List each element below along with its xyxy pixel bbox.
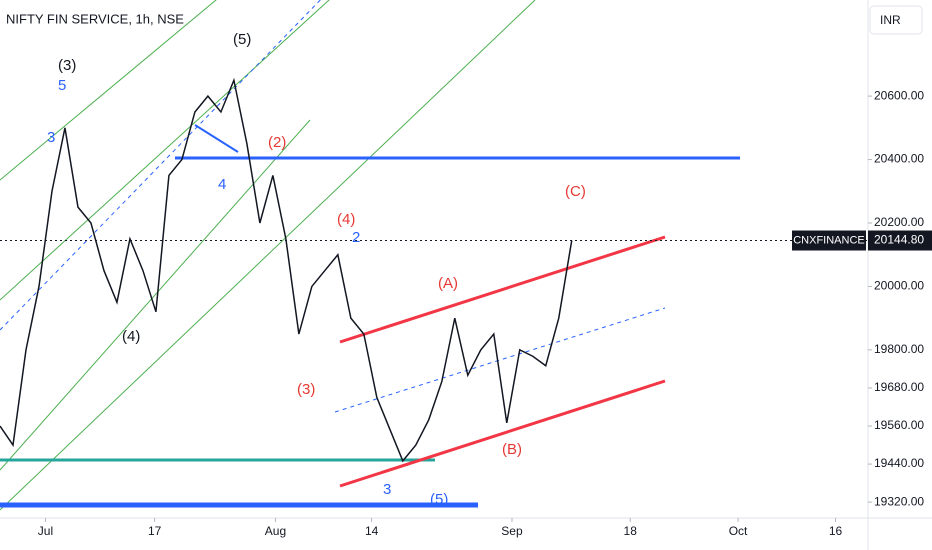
wave-label: 4 xyxy=(218,176,226,193)
y-tick-label: 20600.00 xyxy=(874,88,924,102)
symbol-label: CNXFINANCE xyxy=(793,234,865,246)
channel-line xyxy=(339,235,666,344)
trend-line xyxy=(334,307,666,413)
chart-title: NIFTY FIN SERVICE, 1h, NSE xyxy=(6,11,184,26)
x-tick-label: 14 xyxy=(365,524,379,538)
y-tick-label: 20000.00 xyxy=(874,279,924,293)
wave-label: (5) xyxy=(233,31,251,48)
wave-label: (2) xyxy=(268,134,286,151)
symbol-tag xyxy=(792,230,866,251)
x-tick-label: Sep xyxy=(501,524,523,538)
trend-line xyxy=(194,124,239,153)
y-tick-label: 20400.00 xyxy=(874,152,924,166)
trend-line xyxy=(0,0,330,301)
price-label: 20144.80 xyxy=(874,233,924,247)
x-tick-label: 17 xyxy=(148,524,162,538)
wave-label: (4) xyxy=(122,328,140,345)
currency-label: INR xyxy=(880,13,901,27)
wave-label: (5) xyxy=(430,491,448,508)
trend-line xyxy=(0,0,217,181)
trend-line xyxy=(0,0,321,331)
wave-label: 5 xyxy=(58,77,66,94)
channel-line xyxy=(339,379,666,488)
trend-line xyxy=(0,0,536,511)
trend-line xyxy=(0,119,311,471)
wave-label: 3 xyxy=(383,481,391,498)
wave-label: (4) xyxy=(337,211,355,228)
y-tick-label: 19680.00 xyxy=(874,380,924,394)
wave-label: (C) xyxy=(565,183,586,200)
y-tick-label: 19440.00 xyxy=(874,456,924,470)
wave-label: (3) xyxy=(297,381,315,398)
x-tick-label: 16 xyxy=(829,524,843,538)
y-tick-label: 19560.00 xyxy=(874,418,924,432)
x-tick-label: Jul xyxy=(38,524,53,538)
price-tag xyxy=(868,230,932,251)
wave-label: 2 xyxy=(352,229,360,246)
x-tick-label: 18 xyxy=(624,524,638,538)
wave-label: 3 xyxy=(47,129,55,146)
drawings xyxy=(0,0,740,511)
x-tick-label: Aug xyxy=(265,524,286,538)
y-tick-label: 19320.00 xyxy=(874,494,924,508)
price-line xyxy=(0,77,573,463)
y-tick-label: 20200.00 xyxy=(874,215,924,229)
y-tick-label: 19800.00 xyxy=(874,342,924,356)
wave-label: (3) xyxy=(58,57,76,74)
wave-label: (B) xyxy=(502,441,522,458)
x-tick-label: Oct xyxy=(729,524,748,538)
wave-label: (A) xyxy=(438,275,458,292)
currency-button[interactable] xyxy=(869,5,923,35)
